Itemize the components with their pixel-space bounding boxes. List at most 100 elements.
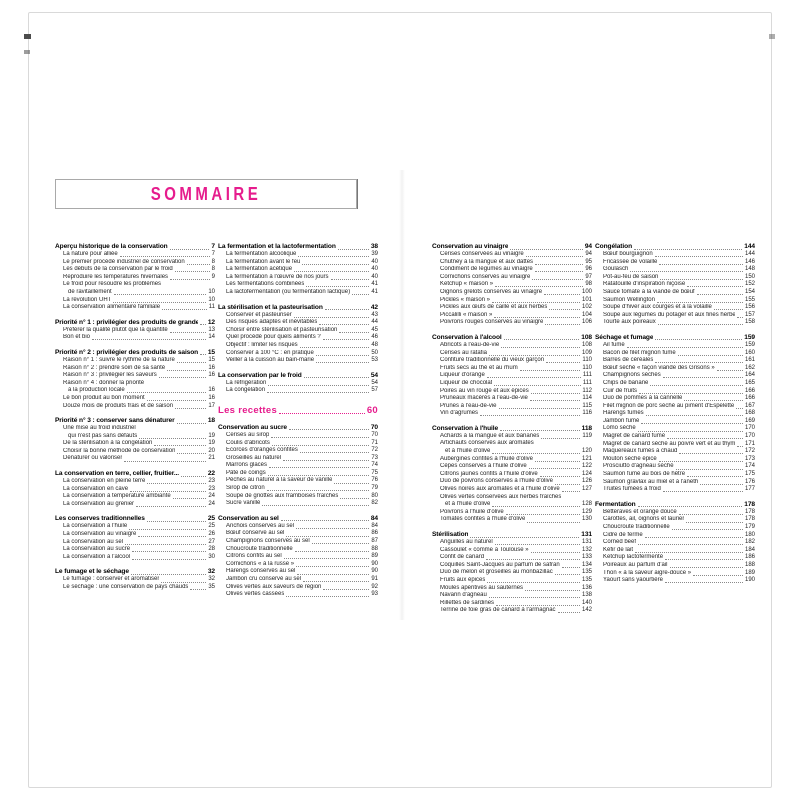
- entry-label: Jambon cru conservé au sel: [226, 576, 302, 582]
- entry-label: Priorité n° 1 : privilégier des produits…: [55, 318, 198, 326]
- toc-entry: Magret de canard fumé 170: [595, 433, 755, 441]
- dot-leader: [713, 309, 743, 311]
- toc-entry: Reproduire les températures hivernales 9: [55, 274, 215, 282]
- page-number: 40: [371, 273, 378, 280]
- sommaire-title-box: SOMMAIRE: [55, 179, 357, 209]
- dot-leader: [129, 528, 207, 530]
- page-number: 53: [371, 357, 378, 364]
- toc-entry: Bacon de filet mignon fumé 160: [595, 350, 755, 358]
- dot-leader: [492, 453, 580, 455]
- entry-label: La conservation au sel: [63, 538, 124, 545]
- dot-leader: [337, 248, 369, 250]
- dot-leader: [638, 544, 743, 546]
- entry-label: Quel procédé pour quels aliments ?: [226, 334, 321, 341]
- toc-entry: Corned beef 182: [595, 539, 755, 547]
- entry-label: Conservation à l'alcool: [432, 333, 502, 341]
- dot-leader: [657, 324, 743, 326]
- page-number: 114: [582, 395, 592, 402]
- page-number: 7: [211, 251, 215, 257]
- page-gutter-shadow: [399, 170, 405, 620]
- toc-entry: Liqueur d'orange 111: [432, 372, 592, 380]
- dot-leader: [269, 467, 370, 469]
- dot-leader: [161, 581, 207, 583]
- toc-entry: Dénaturer ou valoriser 21: [55, 455, 215, 463]
- page-number: 70: [371, 431, 378, 438]
- page-number: 8: [211, 266, 215, 273]
- toc-entry: Raison n° 3 : privilégier les saveurs 16: [55, 372, 215, 380]
- entry-label: Citrons confits au sel: [226, 553, 282, 560]
- page-number: 40: [371, 258, 378, 265]
- page-number: 70: [370, 423, 378, 431]
- entry-label: Yaourt sans yaourtière: [603, 577, 663, 584]
- toc-entry: Condiment de légumes au vinaigre 96: [432, 266, 592, 274]
- dot-leader: [267, 392, 370, 394]
- dot-leader: [655, 339, 743, 341]
- page-number: 135: [581, 576, 592, 583]
- page-number: 158: [744, 319, 755, 326]
- toc-entry: Maquereaux fumés à chaud 172: [595, 448, 755, 456]
- entry-label: Pruneaux macérés à l'eau-de-vie: [440, 395, 528, 402]
- toc-entry: De la stérilisation à la congélation 19: [55, 440, 215, 448]
- page-number: 94: [584, 243, 592, 250]
- entry-label: Pot-au-feu de saison: [603, 273, 659, 280]
- page-number: 19: [208, 440, 215, 447]
- page-number: 162: [744, 364, 755, 371]
- page-number: 120: [581, 448, 592, 455]
- toc-entry: Groseilles au naturel 73: [218, 455, 378, 463]
- dot-leader: [172, 498, 207, 500]
- entry-label: Tourte aux poireaux: [603, 319, 656, 326]
- toc-section-title: Conservation à l'huile 118: [432, 425, 592, 433]
- entry-label: Le séchage : une conservation de pays ch…: [63, 584, 189, 590]
- page-number: 100: [581, 288, 592, 295]
- dot-leader: [634, 248, 743, 250]
- entry-label: Terrine de foie gras de canard à l'armag…: [440, 607, 556, 614]
- page-number: 54: [370, 371, 378, 379]
- page-number: 32: [208, 576, 215, 583]
- entry-label: Reproduire les températures hivernales: [63, 273, 169, 280]
- entry-label: La conservation au grenier: [63, 500, 135, 507]
- dot-leader: [494, 385, 581, 386]
- dot-leader: [525, 256, 584, 258]
- toc-entry: Kéfir de lait 184: [595, 547, 755, 555]
- page-number: 131: [581, 539, 592, 545]
- entry-label: La conservation en cave: [63, 485, 129, 492]
- page-number: 172: [744, 448, 755, 455]
- page-number: 161: [744, 357, 755, 364]
- entry-label: Cerises au sirop: [226, 431, 270, 438]
- page-number: 190: [744, 577, 755, 584]
- dot-leader: [199, 354, 206, 356]
- page-number: 74: [371, 462, 378, 469]
- page-number: 7: [211, 243, 215, 250]
- page-number: 40: [371, 266, 378, 273]
- dot-leader: [162, 309, 207, 311]
- toc-entry: Olives vertes aux saveurs de région 92: [218, 584, 378, 592]
- dot-leader: [687, 286, 743, 288]
- entry-label: La congélation: [226, 387, 266, 394]
- dot-leader: [494, 316, 580, 318]
- toc-section-title: Séchage et fumage 159: [595, 334, 755, 342]
- dot-leader: [190, 589, 207, 591]
- page-number: 23: [208, 485, 215, 492]
- dot-leader: [296, 527, 370, 529]
- toc-entry: Pêches au naturel à la saveur de vanille…: [218, 477, 378, 485]
- entry-label: Marrons glacés: [226, 462, 268, 469]
- entry-label: Saumon fumé au bois de hêtre: [603, 471, 686, 478]
- toc-entry: Confit de canard 133: [432, 554, 592, 562]
- toc-entry: Chips de banane 165: [595, 380, 755, 388]
- toc-entry: Citrons confits au sel 89: [218, 553, 378, 561]
- dot-leader: [644, 536, 743, 538]
- page-number: 121: [581, 455, 592, 462]
- toc-entry: qui n'est pas sans défauts 19: [55, 433, 215, 441]
- page-number: 132: [581, 546, 592, 553]
- entry-label: Olives vertes aux saveurs de région: [226, 583, 322, 590]
- entry-label: Ketchup « maison »: [440, 281, 494, 288]
- dot-leader: [637, 506, 743, 508]
- page-number: 177: [744, 486, 755, 493]
- dot-leader: [92, 339, 207, 341]
- entry-label: Conserver à 100 °C : en pratique: [226, 349, 314, 356]
- toc-entry: La conservation alimentaire familiale 11: [55, 304, 215, 312]
- toc-entry: Ratatouille d'inspiration niçoise 152: [595, 281, 755, 289]
- toc-entry: Bœuf séché « façon viande des Grisons » 1…: [595, 365, 755, 373]
- entry-label: Carottes, ail, oignons et laurier: [603, 516, 685, 523]
- page-number: 178: [744, 500, 755, 508]
